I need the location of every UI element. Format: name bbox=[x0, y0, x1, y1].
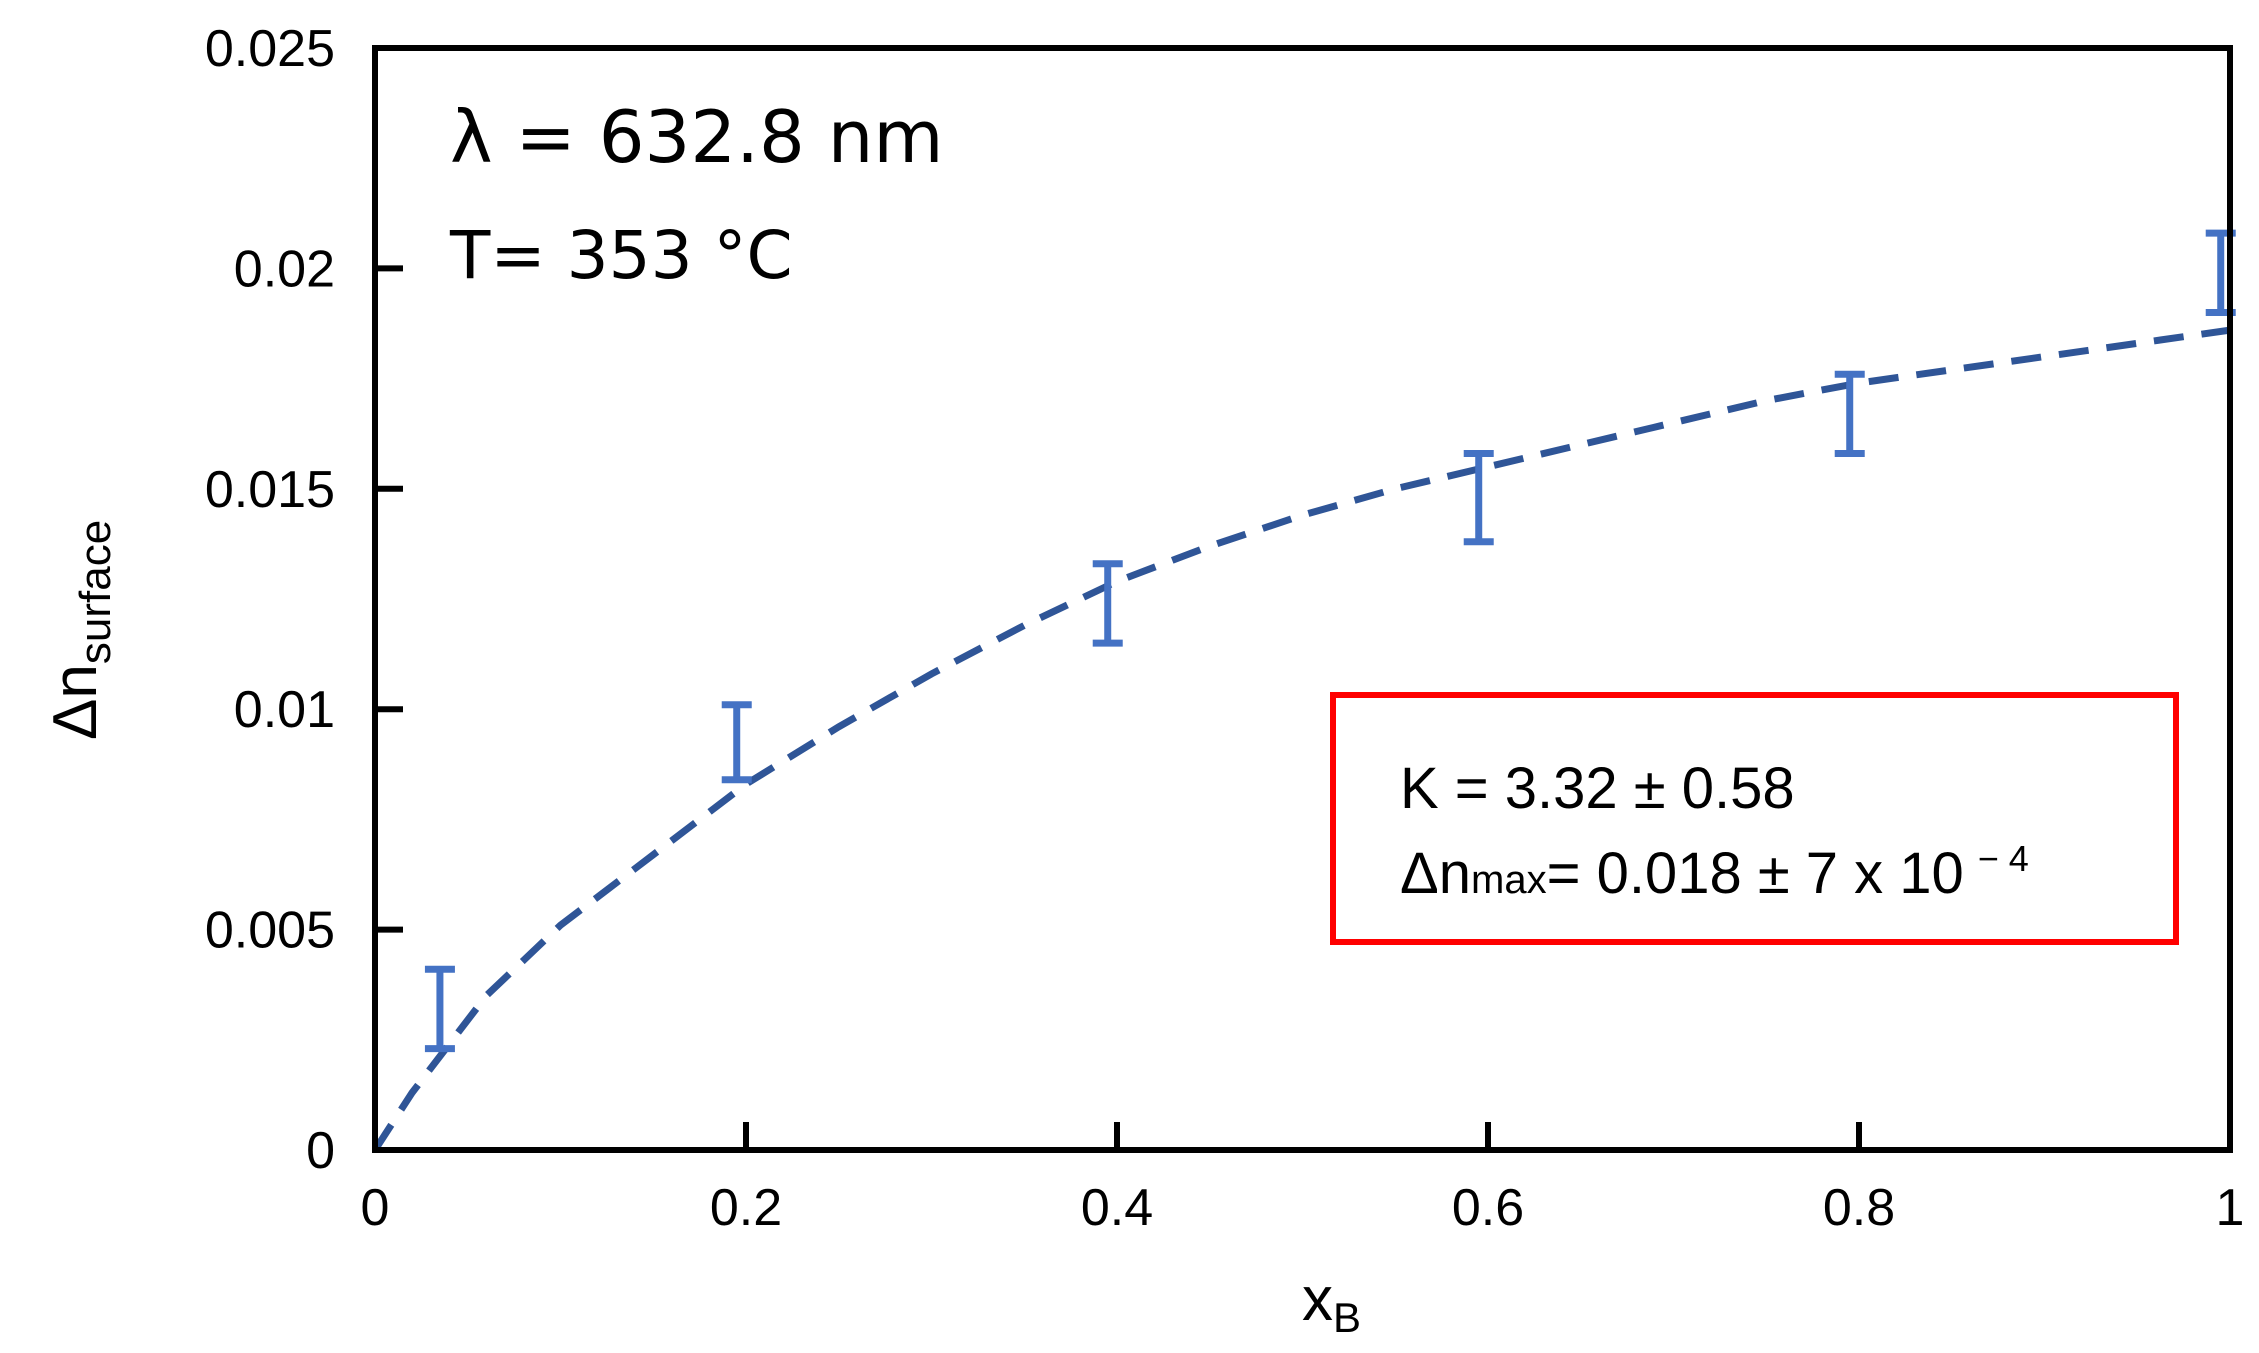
fit-curve bbox=[372, 326, 2231, 1152]
errorbar-point bbox=[1463, 450, 1494, 546]
fit-box-line2: Δnmax= 0.018 ± 7 x 10 − 4 bbox=[1400, 838, 2029, 906]
fit-curve-layer bbox=[372, 326, 2231, 1152]
y-tick-label: 0 bbox=[306, 1122, 335, 1180]
x-axis-ticks: 0 0.2 0.4 0.6 0.8 1 bbox=[361, 1122, 2245, 1237]
fit-box-line2-sup: − 4 bbox=[1978, 838, 2029, 879]
x-tick-label: 0.2 bbox=[710, 1179, 782, 1237]
plot-frame bbox=[372, 45, 2233, 1153]
y-axis-ticks: 0 0.005 0.01 0.015 0.02 0.025 bbox=[205, 20, 403, 1180]
y-tick-label: 0.005 bbox=[205, 902, 335, 960]
errorbar-point bbox=[1092, 560, 1123, 647]
fit-box-line2-main: = 0.018 ± 7 x 10 bbox=[1547, 841, 1964, 906]
fit-box-line1: K = 3.32 ± 0.58 bbox=[1400, 756, 1795, 821]
x-axis-title-main: x bbox=[1302, 1265, 1333, 1334]
errorbar-point bbox=[424, 965, 455, 1053]
y-tick-label: 0.015 bbox=[205, 461, 335, 519]
y-axis-title-main: Δn bbox=[41, 664, 110, 740]
x-tick-label: 1 bbox=[2216, 1179, 2245, 1237]
temperature-annotation: T= 353 °C bbox=[449, 217, 793, 294]
wavelength-annotation: λ = 632.8 nm bbox=[450, 95, 944, 179]
y-axis-title-sub: surface bbox=[71, 520, 120, 664]
fit-box-line2-prefix: Δn bbox=[1400, 841, 1471, 906]
fit-parameter-box bbox=[1330, 692, 2179, 945]
y-tick-label: 0.025 bbox=[205, 20, 335, 78]
errorbar-layer bbox=[424, 229, 2236, 1053]
y-tick-label: 0.02 bbox=[234, 240, 335, 298]
x-tick-label: 0.6 bbox=[1452, 1179, 1524, 1237]
x-tick-label: 0.4 bbox=[1081, 1179, 1153, 1237]
errorbar-point bbox=[721, 701, 752, 784]
fit-box-line2-sub: max bbox=[1471, 858, 1547, 902]
y-axis-title: Δnsurface bbox=[41, 520, 120, 740]
errorbar-point bbox=[1834, 370, 1865, 458]
x-axis-title-sub: B bbox=[1333, 1294, 1361, 1341]
x-tick-label: 0.8 bbox=[1823, 1179, 1895, 1237]
x-axis-title: xB bbox=[1302, 1265, 1361, 1341]
x-tick-label: 0 bbox=[361, 1179, 390, 1237]
y-tick-label: 0.01 bbox=[234, 681, 335, 739]
